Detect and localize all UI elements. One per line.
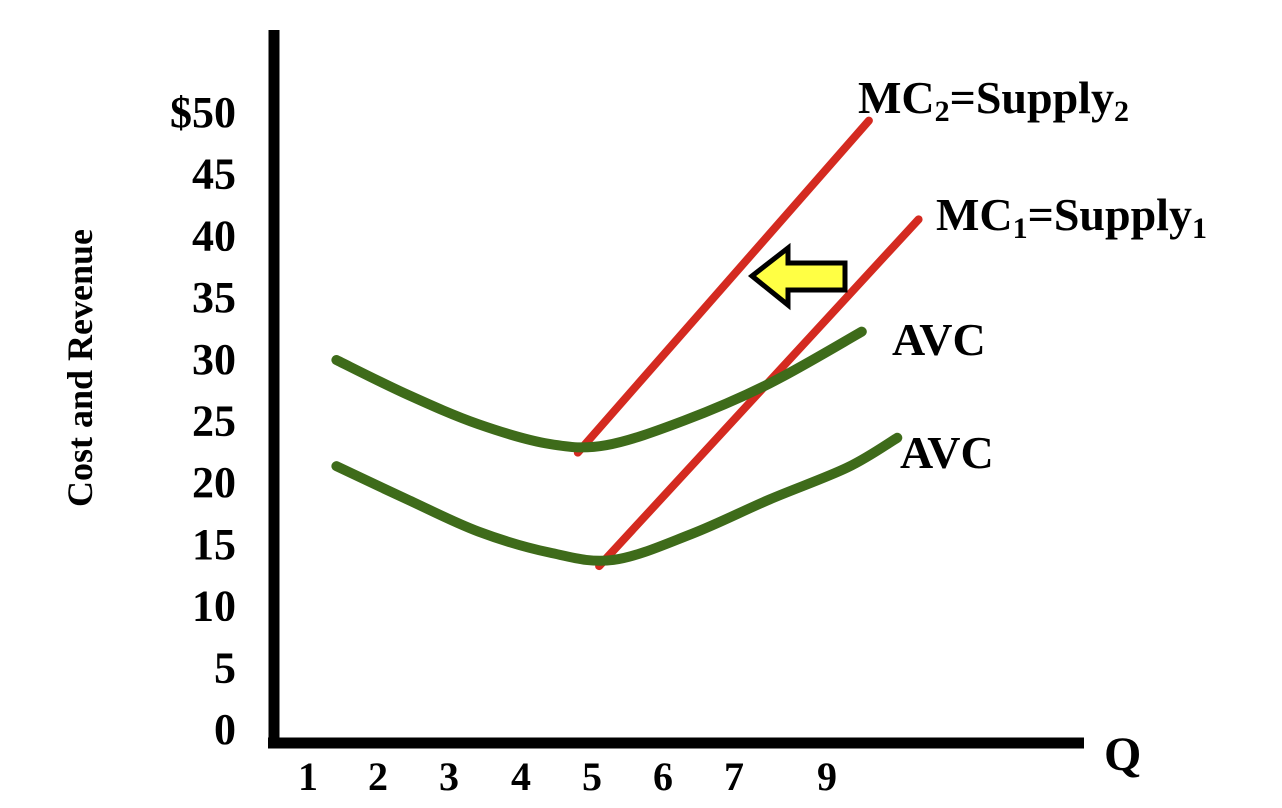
y-tick-label: 0 xyxy=(214,705,236,754)
avc-lower-curve xyxy=(331,432,903,566)
mc2-supply2-line xyxy=(573,116,873,457)
y-tick-label: 25 xyxy=(192,397,236,446)
y-tick-label: 5 xyxy=(214,643,236,692)
mc-label-middle: =Supply xyxy=(950,72,1114,123)
x-tick-labels: 1 2 3 4 5 6 7 9 xyxy=(298,754,837,799)
x-tick-label: 2 xyxy=(368,754,388,799)
x-tick-label: 1 xyxy=(298,754,318,799)
x-axis-title: Q xyxy=(1104,728,1141,781)
y-tick-label: 10 xyxy=(192,582,236,631)
y-axis-title: Cost and Revenue xyxy=(60,229,100,507)
avc-lower-label: AVC xyxy=(900,427,994,478)
x-tick-label: 5 xyxy=(582,754,602,799)
mc-label-subscript: 1 xyxy=(1192,212,1207,245)
y-tick-label: 40 xyxy=(192,211,236,260)
y-tick-label: 35 xyxy=(192,273,236,322)
x-tick-label: 6 xyxy=(653,754,673,799)
mc-label-subscript: 2 xyxy=(935,95,950,128)
y-tick-label: $50 xyxy=(170,88,236,137)
mc-label-subscript: 1 xyxy=(1013,212,1028,245)
x-tick-label: 9 xyxy=(817,754,837,799)
mc1-supply1-label: MC1=Supply1 xyxy=(936,189,1207,245)
y-tick-label: 45 xyxy=(192,150,236,199)
x-tick-label: 3 xyxy=(439,754,459,799)
mc-label-middle: =Supply xyxy=(1028,189,1192,240)
y-tick-label: 15 xyxy=(192,520,236,569)
y-tick-labels: 0 5 10 15 20 25 30 35 40 45 $50 xyxy=(170,88,236,754)
avc-upper-curve xyxy=(331,326,867,453)
x-tick-label: 7 xyxy=(724,754,744,799)
y-tick-label: 30 xyxy=(192,335,236,384)
mc-label-subscript: 2 xyxy=(1114,95,1129,128)
shift-arrow xyxy=(747,242,848,311)
mc-label-main: MC xyxy=(936,189,1013,240)
mc2-supply2-label: MC2=Supply2 xyxy=(858,72,1129,128)
avc-upper-label: AVC xyxy=(892,314,986,365)
x-tick-label: 4 xyxy=(511,754,531,799)
mc-label-main: MC xyxy=(858,72,935,123)
curves xyxy=(331,116,923,571)
left-arrow-icon xyxy=(747,242,848,311)
y-tick-label: 20 xyxy=(192,458,236,507)
